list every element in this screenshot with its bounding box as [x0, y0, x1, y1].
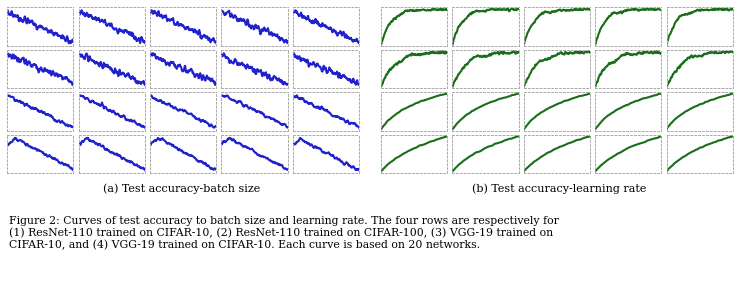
Text: (b) Test accuracy-learning rate: (b) Test accuracy-learning rate	[471, 184, 646, 194]
Text: Figure 2: Curves of test accuracy to batch size and learning rate. The four rows: Figure 2: Curves of test accuracy to bat…	[9, 216, 559, 250]
Text: (a) Test accuracy-batch size: (a) Test accuracy-batch size	[103, 184, 260, 194]
